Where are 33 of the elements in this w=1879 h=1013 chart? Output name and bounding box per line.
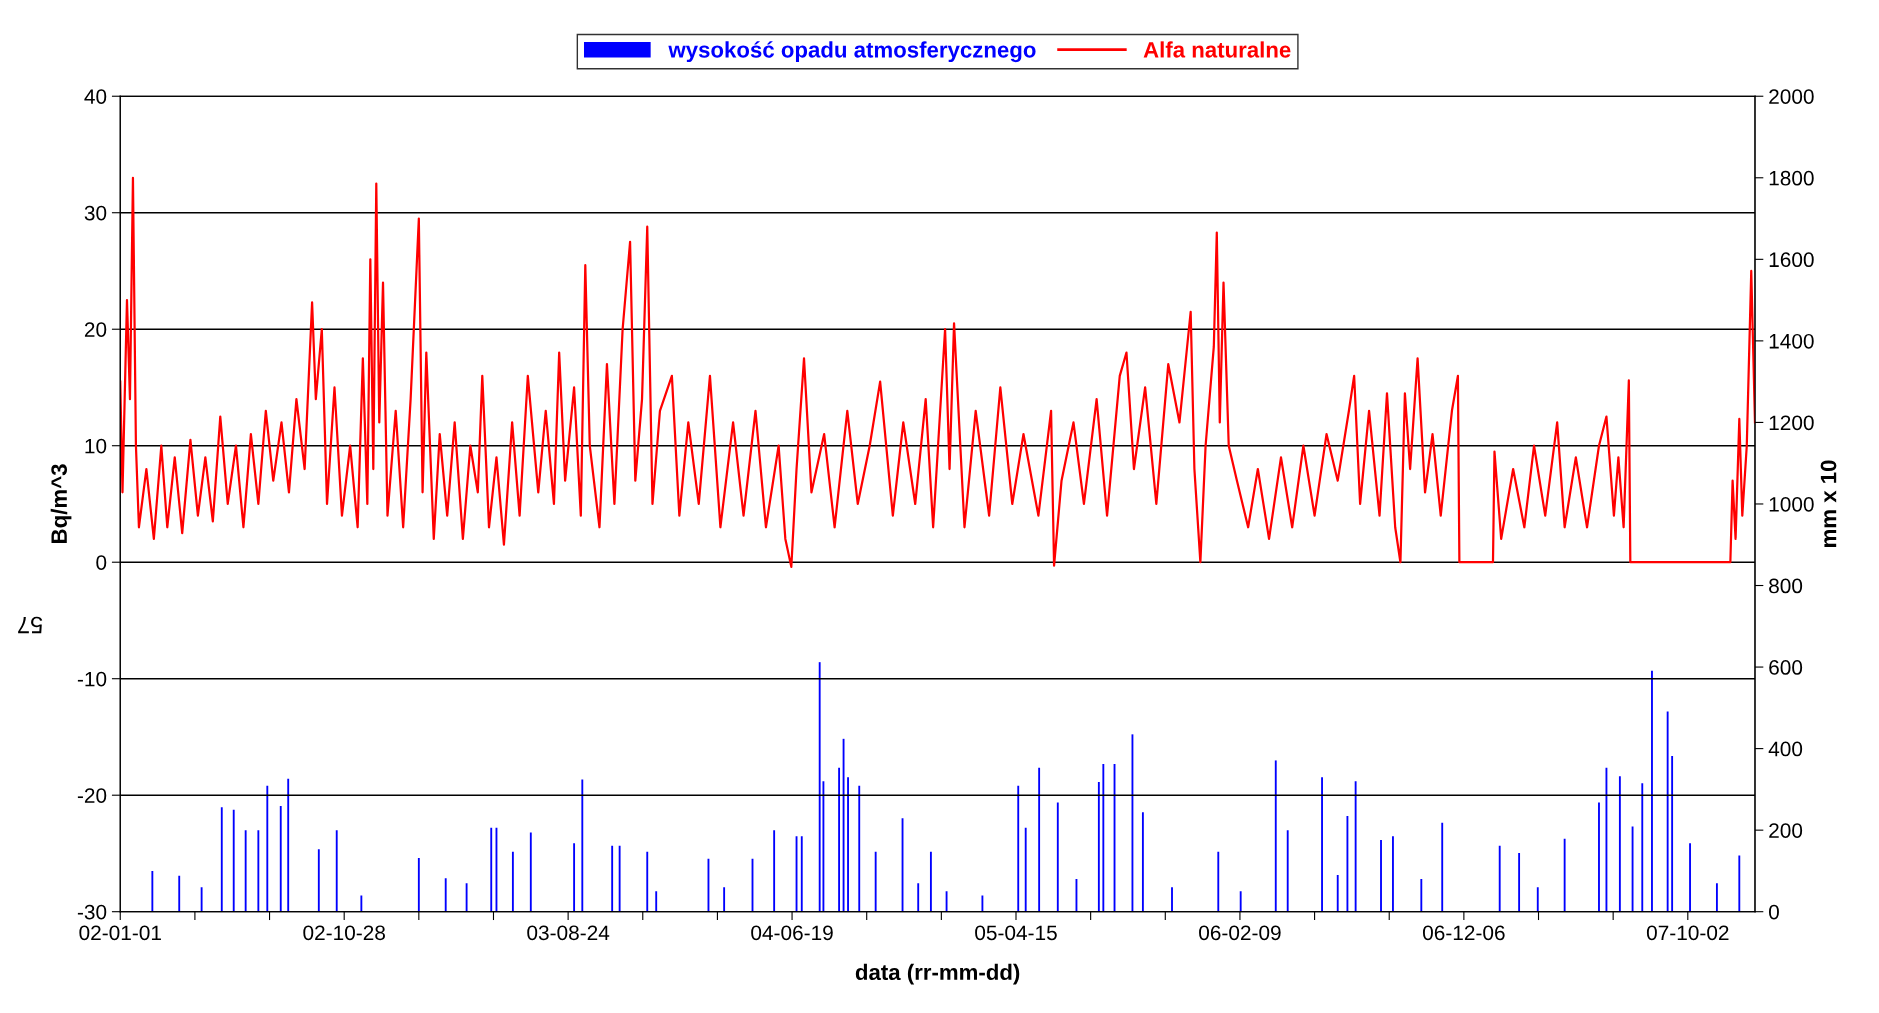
text: 57 <box>18 616 43 634</box>
x-tick-label: 06-02-09 <box>1199 925 1281 941</box>
y2-tick-label: 0 <box>1768 904 1779 920</box>
x-axis-title: data (rr-mm-dd) <box>855 963 1020 985</box>
y2-tick-label: 1600 <box>1769 252 1814 268</box>
x-tick-label: 02-01-01 <box>79 925 161 941</box>
y2-tick-label: 1200 <box>1769 415 1814 431</box>
y-tick-label: -30 <box>77 904 107 920</box>
y-tick-label: 30 <box>84 205 107 221</box>
x-tick-label: 04-06-19 <box>751 925 833 941</box>
y2-tick-label: 400 <box>1768 741 1803 757</box>
y-tick-label: 0 <box>96 555 107 570</box>
y-tick-label: 40 <box>84 89 107 104</box>
y-tick-label: 20 <box>84 322 107 337</box>
y2-tick-label: 600 <box>1769 660 1803 675</box>
y2-tick-label: 800 <box>1769 578 1803 594</box>
y-tick-label: 10 <box>85 438 107 454</box>
x-tick-label: 05-04-15 <box>975 925 1057 941</box>
x-tick-label: 06-12-06 <box>1422 925 1505 941</box>
y-axis-title: Bq/m^3 <box>50 464 72 543</box>
y2-tick-label: 2000 <box>1769 89 1814 104</box>
x-tick-label: 07-10-02 <box>1646 925 1729 941</box>
y2-tick-label: 1400 <box>1769 333 1814 349</box>
y2-axis-title: mm x 10 <box>1820 460 1837 547</box>
x-tick-label: 03-08-24 <box>527 925 610 941</box>
y-tick-label: -20 <box>77 788 107 803</box>
y2-tick-label: 200 <box>1769 823 1803 838</box>
legend-label: Alfa naturalne <box>1143 41 1291 58</box>
y-tick-label: -10 <box>77 671 107 687</box>
y2-tick-label: 1000 <box>1769 496 1814 512</box>
x-tick-label: 02-10-28 <box>303 925 385 941</box>
y2-tick-label: 1800 <box>1769 170 1814 186</box>
legend-label: wysokość opadu atmosferycznego <box>668 41 1036 63</box>
